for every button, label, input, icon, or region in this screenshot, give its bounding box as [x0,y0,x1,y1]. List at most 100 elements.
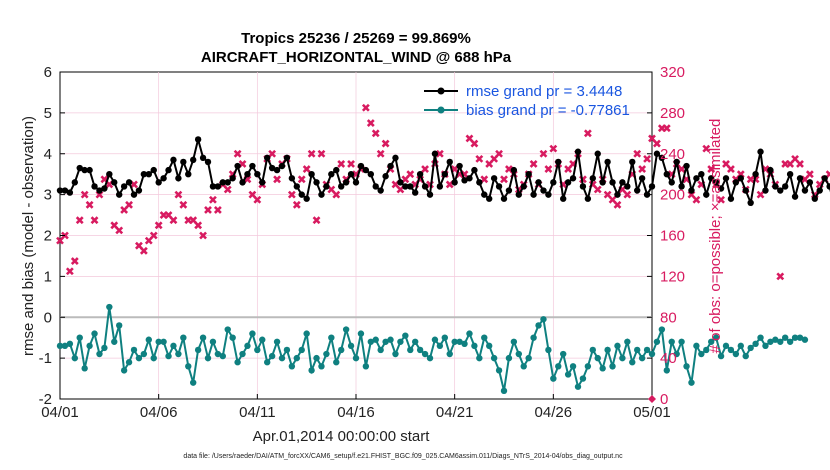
bias-point [125,359,133,366]
rmse-point [668,179,675,186]
bias-point [441,334,448,341]
obs-point [613,200,622,209]
bias-point [66,340,74,348]
rmse-point [698,170,705,178]
rmse-point [727,195,735,202]
bias-point [367,338,374,345]
y-axis-right-ticks: 0 40 80 120 160 200 240 280 320 [647,64,685,408]
rmse-point [81,166,88,174]
rmse-point [259,179,266,186]
x-tick-label: 04/01 [41,404,79,421]
bias-point [619,354,626,362]
bias-point [106,303,113,311]
y-tick-label: 6 [44,64,52,81]
bias-point [96,350,103,358]
rmse-point [619,179,626,186]
rmse-point [308,170,315,178]
bias-series [56,303,809,395]
obs-point [194,221,203,230]
y2-tick-label: 40 [660,350,677,367]
bias-point [426,354,434,362]
obs-point [90,216,99,225]
rmse-point [244,170,251,178]
bias-point [796,334,804,341]
rmse-point [342,179,350,186]
obs-point [70,257,79,265]
bias-point [76,334,83,341]
rmse-point [91,183,98,190]
legend-bias-label: bias grand pr = -0.77861 [466,102,630,119]
rmse-point [599,179,606,186]
rmse-point [520,183,527,190]
obs-point [786,160,795,168]
bias-point [673,350,680,358]
bias-point [569,363,577,370]
obs-point [376,149,385,158]
bias-point [683,363,690,370]
obs-point [139,246,148,255]
rmse-point [224,179,231,186]
rmse-point [732,179,740,186]
bias-point [515,350,522,358]
rmse-point [801,187,809,194]
bias-point [264,359,271,366]
rmse-point [387,162,394,170]
bias-point [599,365,606,372]
bias-point [446,350,453,358]
legend: rmse grand pr = 3.4448 bias grand pr = -… [424,83,630,119]
bias-point [175,350,182,358]
rmse-point [712,179,720,186]
bias-point [791,334,799,341]
obs-point [110,221,119,230]
rmse-point [569,175,577,182]
y2-tick-label: 120 [660,268,685,285]
bias-point [293,354,300,362]
obs-point [302,165,311,173]
obs-point [317,149,326,158]
rmse-point [328,170,335,178]
bias-point [658,326,666,333]
bias-point [520,363,527,370]
bias-point [678,338,685,345]
rmse-point [71,179,79,186]
y-tick-label: 1 [44,268,52,285]
obs-point [549,144,558,153]
rmse-point [412,189,419,196]
obs-point [199,231,207,240]
rmse-point [338,183,345,190]
rmse-point [584,195,592,202]
bias-point [648,350,656,358]
obs-point [648,134,656,143]
bias-point [629,359,636,366]
rmse-point [446,158,453,166]
bias-point [150,354,157,362]
chart-title: Tropics 25236 / 25269 = 99.869% [241,30,471,47]
bias-point [224,326,231,333]
bias-point [244,342,251,350]
rmse-point [283,154,291,162]
bias-point [560,350,567,358]
rmse-point [490,175,498,182]
rmse-point [101,185,108,192]
obs-point [361,103,370,112]
bias-point [387,336,394,343]
bias-point [412,338,419,345]
bias-point [579,375,587,382]
rmse-point [614,191,621,198]
y2-tick-label: 160 [660,228,685,245]
x-tick-label: 04/21 [436,404,474,421]
rmse-point [747,199,754,206]
rmse-point [333,166,340,174]
y-axis-label: rmse and bias (model - observation) [20,116,37,356]
obs-point [756,190,765,199]
bias-point [402,332,409,339]
rmse-point [673,158,680,166]
rmse-point [175,175,182,182]
obs-point [223,185,232,194]
legend-bias-marker [437,106,445,114]
obs-point [406,170,415,179]
bias-point [634,346,641,354]
bias-point [298,346,305,354]
chart-subtitle: AIRCRAFT_HORIZONTAL_WIND @ 688 hPa [201,49,512,66]
